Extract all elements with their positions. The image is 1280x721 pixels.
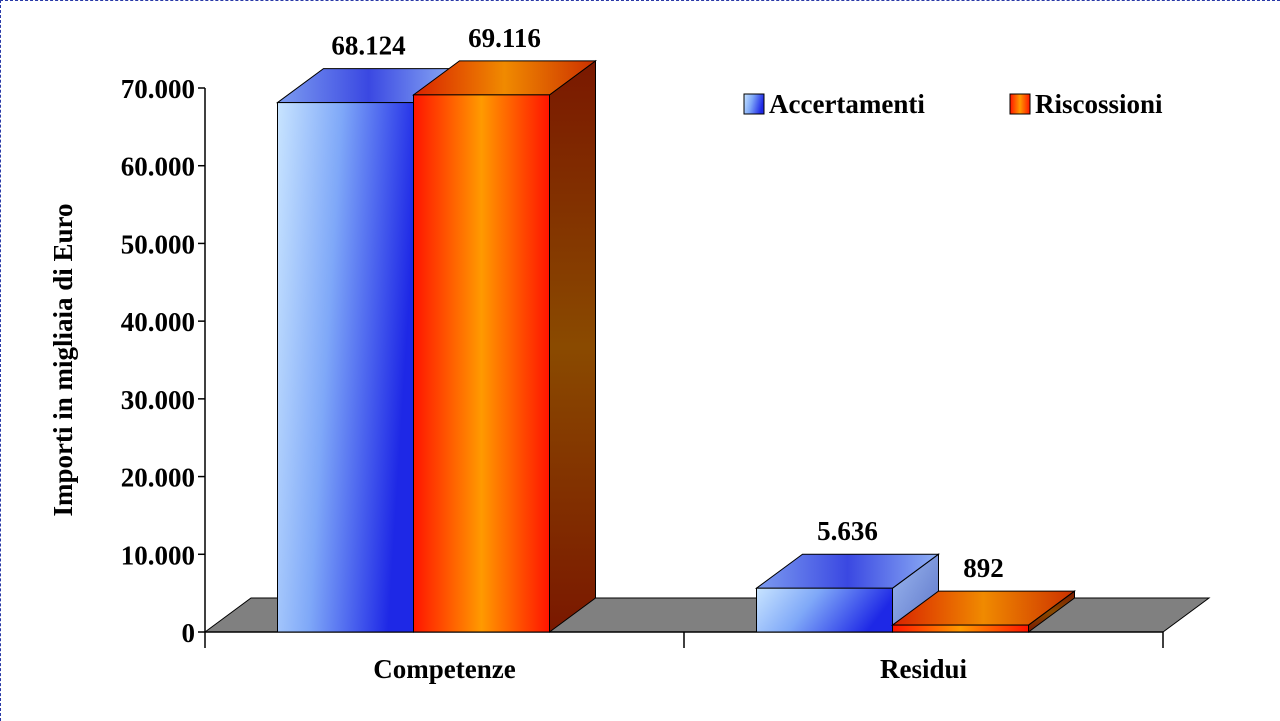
y-tick-label: 40.000 — [121, 307, 195, 337]
chart-bars — [275, 59, 1077, 633]
y-tick-label: 20.000 — [121, 463, 195, 493]
legend-label: Accertamenti — [769, 89, 925, 119]
legend-label: Riscossioni — [1035, 89, 1163, 119]
chart-legend: Accertamenti Riscossioni — [743, 89, 1163, 119]
data-label: 68.124 — [331, 31, 405, 61]
x-tick-label: Competenze — [373, 654, 515, 684]
y-tick-label: 70.000 — [121, 74, 195, 104]
y-tick-label: 30.000 — [121, 385, 195, 415]
bar — [277, 102, 414, 633]
chart-labels: 68.124 69.116 5.636 892 — [331, 23, 1003, 583]
y-tick-label: 0 — [182, 618, 196, 648]
bar — [413, 94, 550, 633]
data-label: 5.636 — [817, 516, 878, 546]
legend-swatch — [743, 93, 765, 115]
bar-side-face — [549, 59, 596, 633]
y-tick-label: 50.000 — [121, 229, 195, 259]
bar — [756, 587, 893, 633]
legend-swatch — [1009, 93, 1031, 115]
data-label: 892 — [963, 553, 1004, 583]
x-tick-label: Residui — [880, 654, 968, 684]
y-tick-label: 60.000 — [121, 152, 195, 182]
y-tick-label: 10.000 — [121, 540, 195, 570]
y-axis-title: Importi in migliaia di Euro — [48, 203, 78, 516]
bar — [892, 624, 1029, 633]
data-label: 69.116 — [468, 23, 541, 53]
